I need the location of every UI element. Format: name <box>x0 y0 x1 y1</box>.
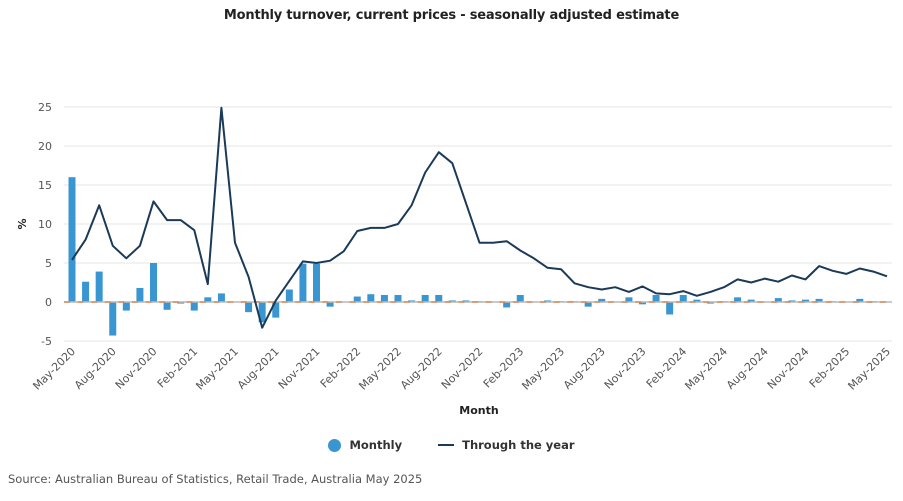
y-tick-label: 20 <box>38 140 52 153</box>
monthly-bar <box>421 294 429 302</box>
monthly-bar <box>408 300 416 302</box>
monthly-bar <box>679 294 687 302</box>
monthly-bar <box>353 296 361 302</box>
monthly-bar <box>109 302 117 336</box>
monthly-bar <box>394 294 402 302</box>
monthly-bar <box>82 281 90 302</box>
x-tick-label: Aug-2024 <box>724 345 771 392</box>
monthly-bar <box>706 302 714 304</box>
monthly-bar <box>747 299 755 302</box>
monthly-bar <box>435 294 443 302</box>
through-the-year-series <box>71 106 888 329</box>
monthly-bar <box>95 271 103 302</box>
x-tick-label: Aug-2022 <box>398 345 445 392</box>
legend-label-monthly: Monthly <box>349 438 403 452</box>
monthly-bar <box>313 263 320 302</box>
monthly-bar <box>652 294 660 302</box>
monthly-bars <box>68 177 877 336</box>
x-tick-label: Nov-2021 <box>276 345 323 392</box>
monthly-bar <box>516 294 524 302</box>
y-tick-label: 0 <box>45 296 52 309</box>
x-axis-title: Month <box>459 404 498 417</box>
monthly-bar <box>299 263 307 302</box>
monthly-bar <box>774 298 782 302</box>
monthly-bar <box>734 297 742 302</box>
monthly-bar <box>272 302 280 318</box>
y-tick-label: 25 <box>38 101 52 114</box>
x-tick-label: Nov-2023 <box>602 345 649 392</box>
monthly-bar <box>856 298 864 302</box>
gridlines <box>64 106 892 342</box>
monthly-bar <box>788 300 796 302</box>
monthly-bar <box>815 298 823 302</box>
monthly-bar <box>177 302 185 304</box>
through-the-year-swatch-icon <box>438 444 455 446</box>
through-the-year-line <box>71 106 888 329</box>
legend-item-monthly[interactable]: Monthly <box>328 438 402 452</box>
y-tick-label: -5 <box>41 335 52 348</box>
x-tick-label: Nov-2022 <box>439 345 486 392</box>
x-tick-label: Nov-2020 <box>113 345 160 392</box>
monthly-bar <box>163 302 171 310</box>
monthly-bar <box>122 302 130 311</box>
monthly-bar <box>367 294 375 302</box>
source-note: Source: Australian Bureau of Statistics,… <box>8 472 423 486</box>
x-axis-ticks: May-2020Aug-2020Nov-2020Feb-2021May-2021… <box>30 345 893 393</box>
x-tick-label: May-2025 <box>845 345 893 393</box>
monthly-bar <box>639 302 646 305</box>
monthly-swatch-icon <box>328 438 342 452</box>
monthly-bar <box>503 302 511 308</box>
monthly-bar <box>584 302 592 307</box>
y-axis-title: % <box>16 218 29 229</box>
x-tick-label: May-2024 <box>682 345 730 393</box>
monthly-bar <box>625 297 633 302</box>
x-tick-label: Aug-2023 <box>561 345 608 392</box>
x-tick-label: Aug-2021 <box>235 345 282 392</box>
legend-label-through-the-year: Through the year <box>462 438 575 452</box>
y-tick-label: 5 <box>45 257 52 270</box>
monthly-bar <box>448 300 456 302</box>
monthly-bar <box>68 177 76 302</box>
x-tick-label: Aug-2020 <box>72 345 119 392</box>
monthly-bar <box>693 299 701 302</box>
x-tick-label: May-2022 <box>356 345 404 393</box>
legend-item-through-the-year[interactable]: Through the year <box>438 438 575 452</box>
x-tick-label: May-2021 <box>193 345 241 393</box>
monthly-bar <box>245 302 253 313</box>
monthly-bar <box>150 263 157 302</box>
monthly-bar <box>204 297 212 302</box>
legend: Monthly Through the year <box>0 438 903 452</box>
monthly-bar <box>326 302 334 307</box>
monthly-bar <box>666 302 674 315</box>
x-tick-label: May-2023 <box>519 345 567 393</box>
y-tick-label: 15 <box>38 179 52 192</box>
chart-title: Monthly turnover, current prices - seaso… <box>223 8 680 23</box>
monthly-bar <box>258 302 266 323</box>
monthly-bar <box>190 302 198 311</box>
monthly-bar <box>136 287 144 302</box>
monthly-bar <box>802 299 809 302</box>
monthly-bar <box>217 293 225 302</box>
x-tick-label: May-2020 <box>30 345 78 393</box>
y-tick-label: 10 <box>38 218 52 231</box>
monthly-bar <box>285 289 293 302</box>
monthly-bar <box>598 298 606 302</box>
monthly-bar <box>543 300 551 302</box>
y-axis-ticks: -5 0 5 10 15 20 25 <box>38 101 52 348</box>
monthly-bar <box>462 300 470 302</box>
monthly-bar <box>380 294 388 302</box>
x-tick-label: Nov-2024 <box>765 345 812 392</box>
